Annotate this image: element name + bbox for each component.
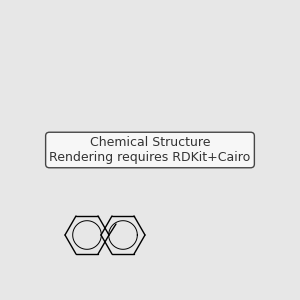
Text: Chemical Structure
Rendering requires RDKit+Cairo: Chemical Structure Rendering requires RD… [50, 136, 250, 164]
